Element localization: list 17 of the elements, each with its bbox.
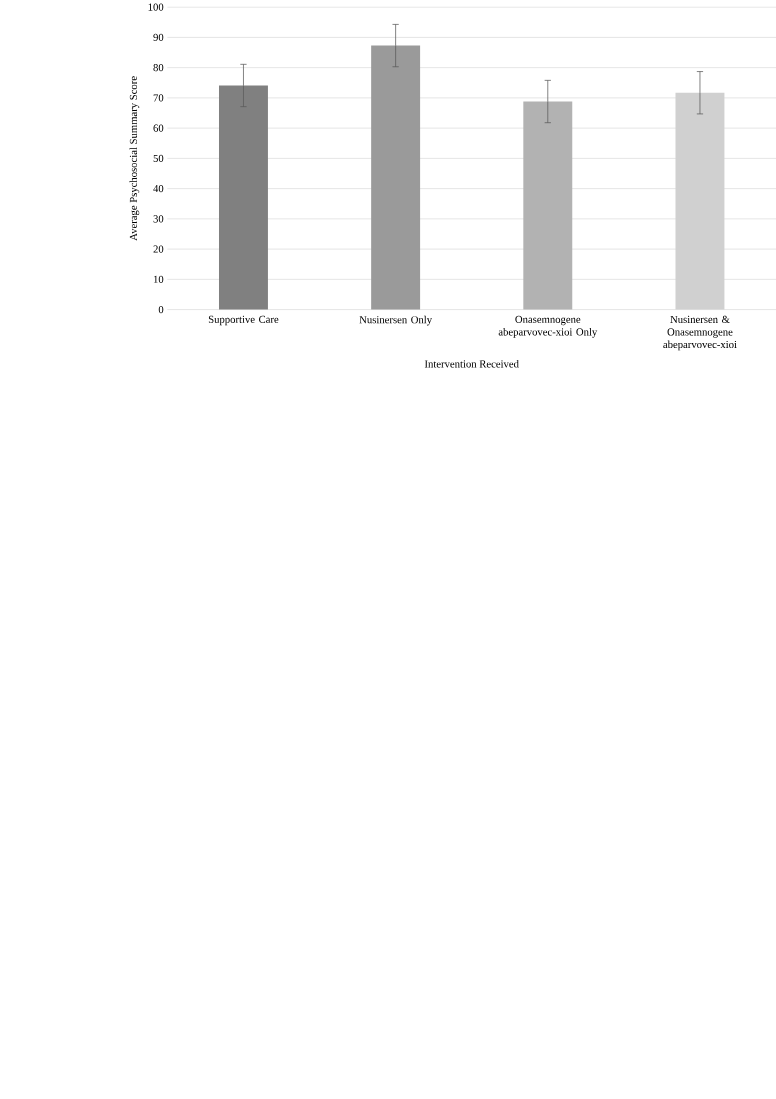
y-axis-title: Average Psychosocial Summary Score (129, 76, 140, 241)
x-tick-label: Onasemnogene abeparvovec-xioi Only (498, 315, 598, 338)
y-tick-label: 0 (158, 306, 164, 314)
y-tick-label: 30 (153, 215, 164, 223)
y-tick-label: 20 (153, 245, 164, 253)
x-tick-label: Nusinersen Only (359, 315, 432, 326)
y-tick-label: 70 (153, 94, 164, 102)
y-tick-label: 50 (153, 154, 164, 162)
x-tick-label: Supportive Care (208, 315, 279, 326)
y-tick-label: 80 (153, 64, 164, 72)
y-tick-label: 90 (153, 33, 164, 41)
y-tick-label: 60 (153, 124, 164, 132)
y-tick-label: 100 (148, 3, 164, 11)
y-tick-label: 10 (153, 275, 164, 283)
y-tick-label: 40 (153, 185, 164, 193)
x-tick-label: Nusinersen & Onasemnogene abeparvovec-xioi (663, 315, 737, 351)
x-axis-title: Intervention Received (424, 360, 519, 368)
